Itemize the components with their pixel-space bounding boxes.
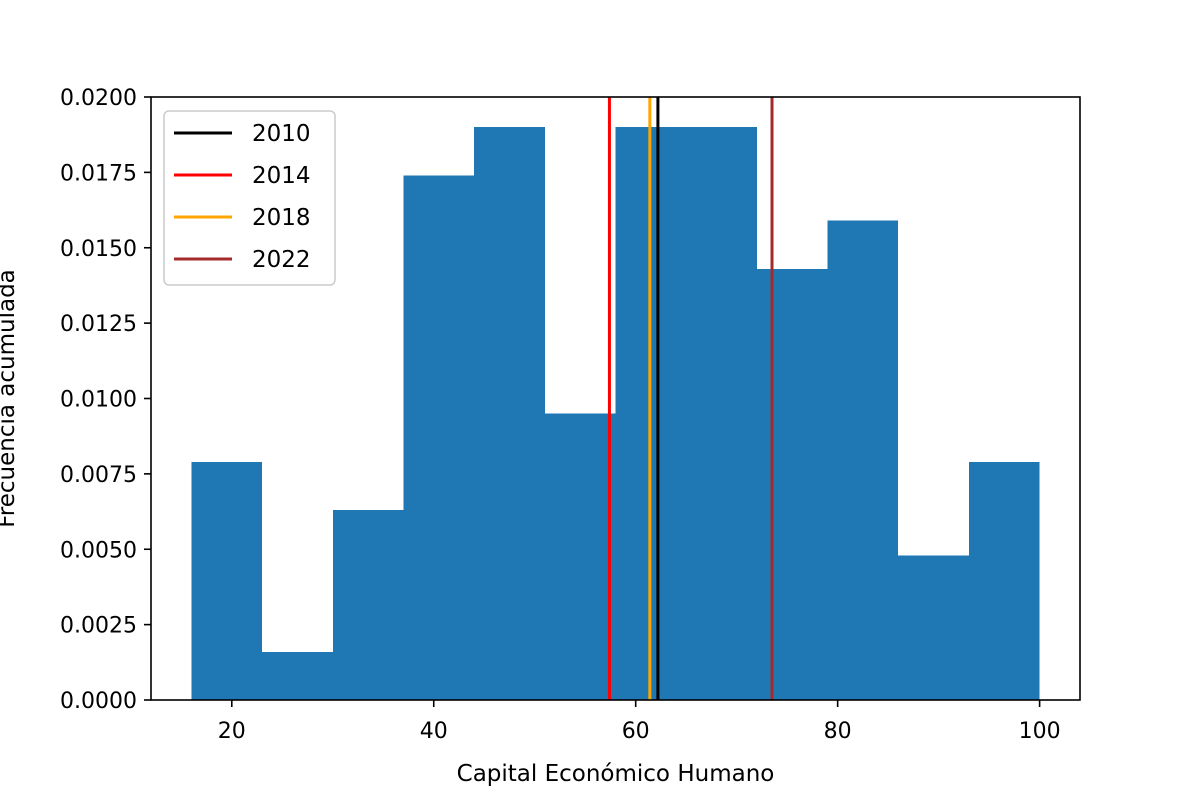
x-tick-label: 40 bbox=[420, 719, 448, 744]
histogram-bar bbox=[686, 127, 757, 700]
x-tick-label: 80 bbox=[824, 719, 852, 744]
y-tick-label: 0.0000 bbox=[60, 689, 137, 714]
legend-box bbox=[163, 110, 336, 286]
x-tick-label: 100 bbox=[1019, 719, 1061, 744]
y-tick-label: 0.0200 bbox=[60, 86, 137, 111]
y-tick-label: 0.0050 bbox=[60, 538, 137, 563]
y-axis-ticks: 0.0000 0.0025 0.0050 0.0075 0.0100 0.0125 0.01… bbox=[60, 86, 151, 714]
histogram-bar bbox=[968, 461, 1040, 700]
histogram-bar bbox=[756, 268, 828, 700]
legend-label: 2010 bbox=[252, 121, 311, 147]
y-tick-label: 0.0125 bbox=[60, 312, 137, 337]
x-axis-ticks: 20 40 60 80 100 bbox=[218, 700, 1061, 744]
x-tick-label: 20 bbox=[218, 719, 246, 744]
histogram-bar bbox=[191, 461, 263, 700]
histogram-bar bbox=[827, 220, 899, 701]
x-axis-label: Capital Económico Humano bbox=[457, 761, 775, 787]
legend-label: 2014 bbox=[252, 163, 311, 189]
y-tick-label: 0.0150 bbox=[60, 237, 137, 262]
histogram-bar bbox=[332, 510, 404, 700]
histogram-bar bbox=[474, 127, 545, 700]
y-tick-label: 0.0025 bbox=[60, 614, 137, 639]
legend-label: 2018 bbox=[252, 205, 311, 231]
year-marker-lines bbox=[607, 97, 774, 700]
histogram-bar bbox=[544, 413, 616, 700]
x-tick-label: 60 bbox=[622, 719, 650, 744]
legend-label: 2022 bbox=[252, 247, 311, 273]
histogram-bar bbox=[898, 555, 969, 700]
histogram-bar bbox=[403, 175, 475, 700]
y-axis-label: Frecuencia acumulada bbox=[0, 269, 20, 528]
histogram-bar bbox=[262, 651, 333, 700]
y-tick-label: 0.0100 bbox=[60, 388, 137, 413]
y-tick-label: 0.0175 bbox=[60, 161, 137, 186]
y-tick-label: 0.0075 bbox=[60, 463, 137, 488]
legend: 2010 2014 2018 2022 bbox=[163, 110, 336, 286]
